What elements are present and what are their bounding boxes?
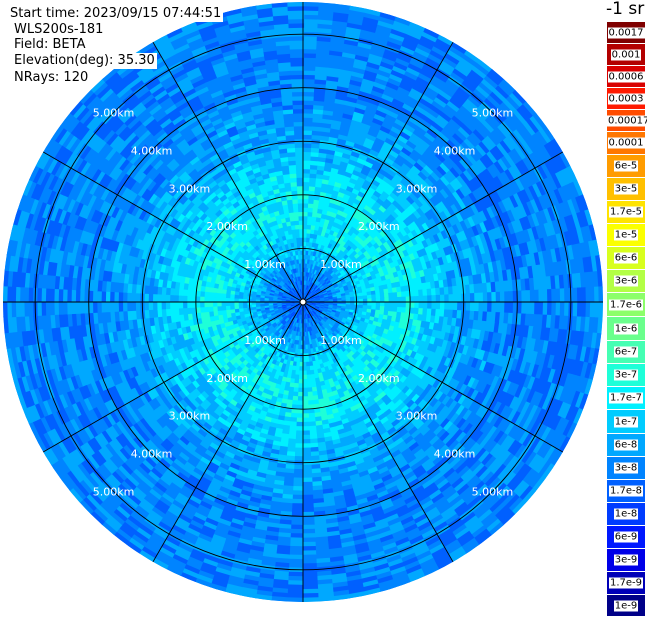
range-gate-cell bbox=[303, 190, 309, 195]
range-gate-cell bbox=[299, 366, 303, 371]
range-gate-cell bbox=[298, 388, 303, 393]
range-gate-cell bbox=[299, 362, 303, 367]
range-gate-cell bbox=[598, 302, 603, 319]
range-gate-cell bbox=[299, 375, 303, 380]
range-gate-cell bbox=[414, 296, 419, 303]
range-gate-cell bbox=[302, 435, 310, 440]
range-gate-cell bbox=[384, 302, 389, 307]
range-gate-cell bbox=[298, 383, 303, 388]
range-gate-cell bbox=[297, 409, 303, 414]
range-gate-cell bbox=[303, 409, 309, 414]
range-gate-cell bbox=[303, 237, 307, 242]
range-gate-cell bbox=[303, 1, 320, 6]
range-gate-cell bbox=[598, 286, 603, 303]
range-gate-cell bbox=[389, 302, 394, 307]
range-gate-cell bbox=[436, 295, 441, 303]
range-gate-cell bbox=[376, 302, 381, 306]
range-gate-cell bbox=[359, 302, 364, 305]
range-gate-cell bbox=[303, 211, 308, 216]
range-gate-cell bbox=[410, 302, 415, 308]
range-gate-cell bbox=[303, 233, 307, 238]
range-gate-cell bbox=[380, 302, 385, 307]
range-gate-cell bbox=[363, 302, 368, 306]
range-gate-cell bbox=[410, 296, 415, 302]
range-gate-cell bbox=[303, 413, 310, 418]
range-gate-cell bbox=[286, 597, 303, 602]
range-gate-cell bbox=[367, 302, 372, 306]
range-gate-cell bbox=[298, 379, 303, 384]
range-gate-cell bbox=[303, 216, 308, 221]
range-gate-cell bbox=[300, 358, 303, 363]
range-gate-cell bbox=[303, 224, 307, 229]
range-gate-cell bbox=[303, 241, 306, 246]
range-gate-cell bbox=[303, 220, 308, 225]
range-gate-cell bbox=[302, 597, 319, 602]
